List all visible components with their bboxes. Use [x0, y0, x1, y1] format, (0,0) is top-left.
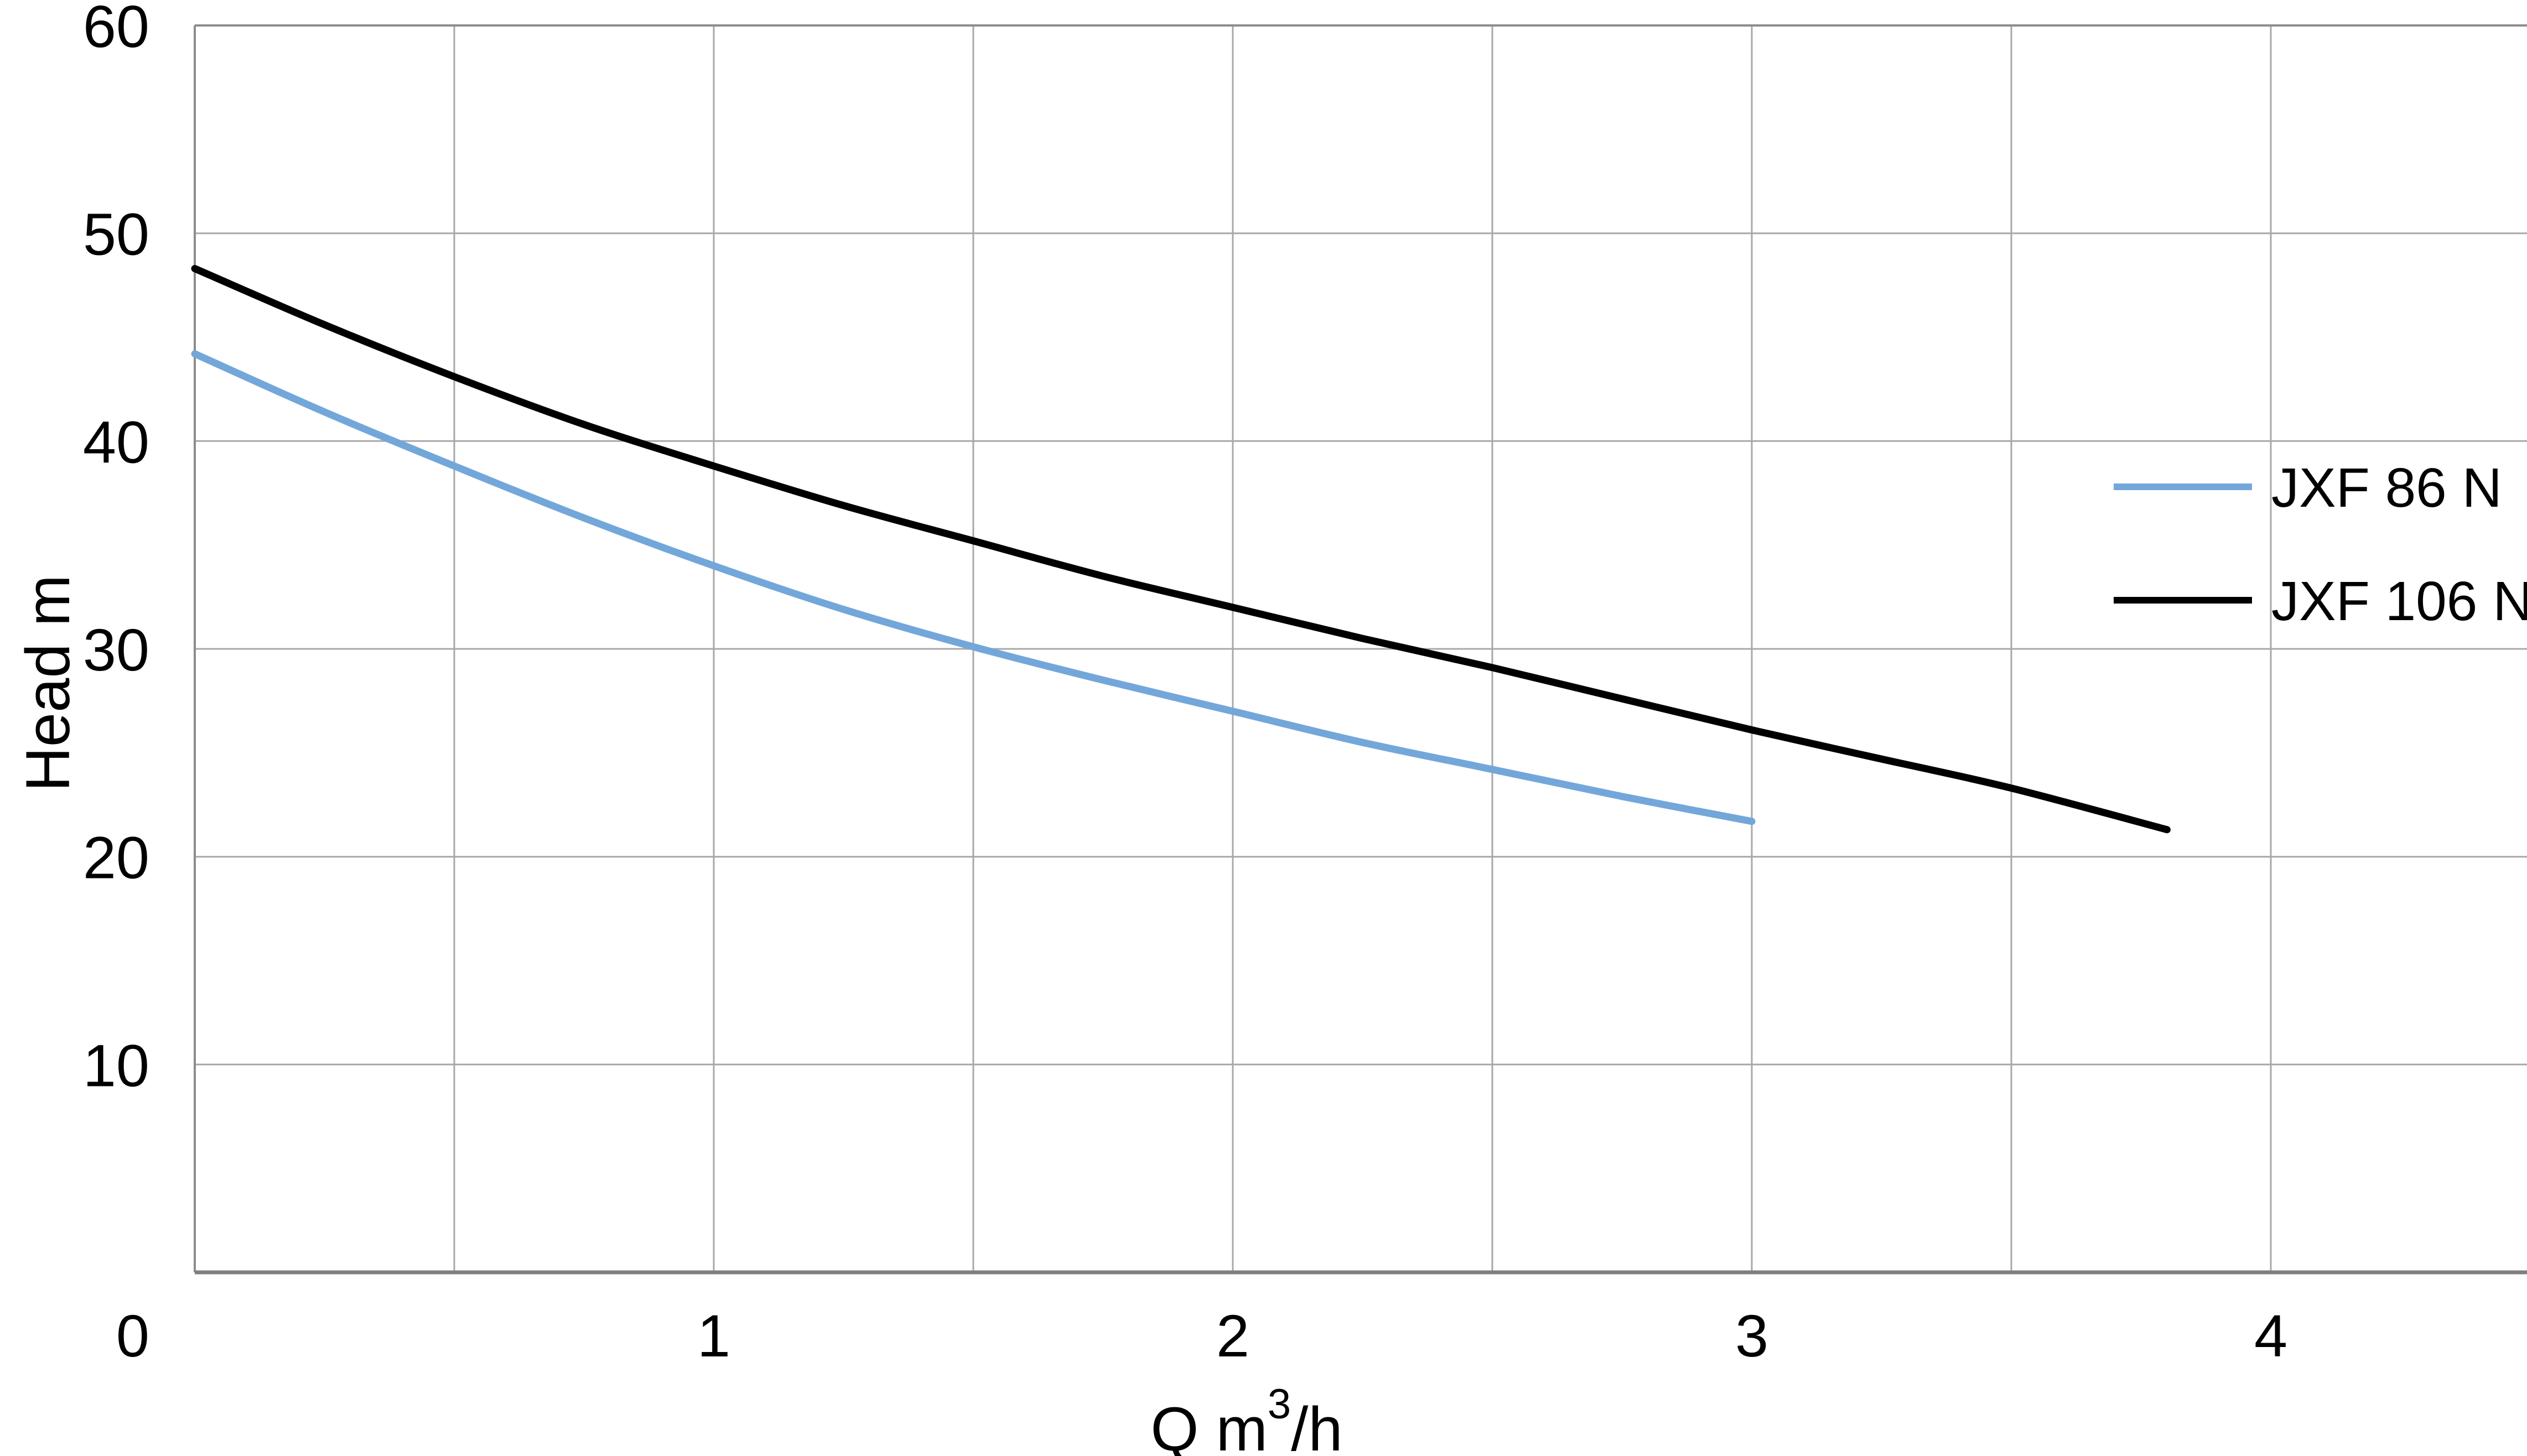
gridlines [195, 25, 2527, 1272]
y-tick-label: 10 [83, 1032, 149, 1099]
y-tick-label: 20 [83, 824, 149, 891]
y-tick-label: 30 [83, 616, 149, 683]
legend-item: JXF 86 N [2114, 457, 2502, 519]
x-tick-label: 1 [697, 1302, 730, 1369]
legend-label-jxf-86-n: JXF 86 N [2271, 457, 2502, 519]
x-tick-label: 4 [2254, 1302, 2287, 1369]
x-tick-label: 0 [116, 1302, 149, 1369]
series-line-jxf-106-n [191, 265, 2171, 834]
legend-label-jxf-106-n: JXF 106 N [2271, 570, 2527, 632]
plot-borders [194, 24, 2527, 1275]
x-tick-label: 3 [1735, 1302, 1768, 1369]
series-line-jxf-86-n [191, 350, 1756, 825]
axis-tick-labels: 60 50 40 30 20 10 0 1 2 3 4 [83, 0, 2287, 1369]
legend-item: JXF 106 N [2114, 570, 2527, 632]
legend: JXF 86 N JXF 106 N [2114, 457, 2527, 632]
y-axis-title: Head m [13, 575, 82, 792]
x-tick-label: 2 [1216, 1302, 1249, 1369]
y-tick-label: 50 [83, 201, 149, 268]
x-axis-title: Q m3/h [1150, 1381, 1342, 1456]
y-tick-label: 40 [83, 408, 149, 475]
series-curves [191, 265, 2171, 834]
y-tick-label: 60 [83, 0, 149, 60]
